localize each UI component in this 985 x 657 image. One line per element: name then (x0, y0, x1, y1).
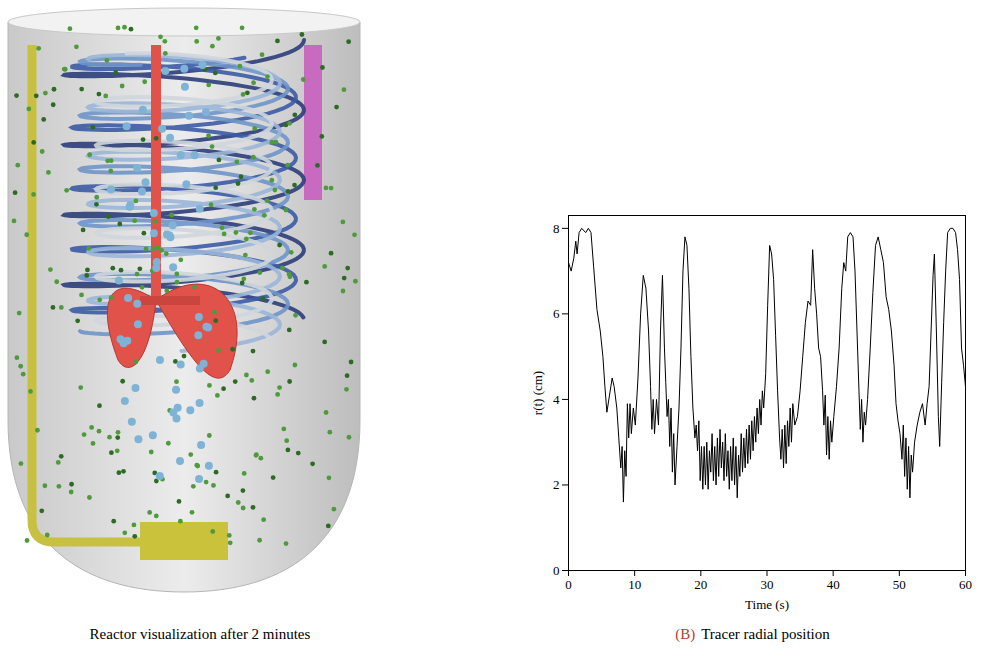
svg-text:60: 60 (959, 577, 972, 592)
svg-text:0: 0 (553, 563, 560, 578)
svg-text:r(t) (cm): r(t) (cm) (530, 371, 545, 415)
svg-text:8: 8 (553, 220, 560, 235)
svg-text:20: 20 (694, 577, 707, 592)
svg-text:2: 2 (553, 477, 560, 492)
svg-text:40: 40 (827, 577, 840, 592)
html-text:Reactor visualization after 2: Reactor visualization after 2 minutes (89, 626, 311, 642)
svg-text:4: 4 (553, 392, 560, 407)
svg-text:6: 6 (553, 306, 560, 321)
html-text:(B) Tracer radial position: (B) Tracer radial position (675, 626, 830, 642)
svg-text:50: 50 (893, 577, 906, 592)
svg-text:30: 30 (761, 577, 774, 592)
svg-text:10: 10 (628, 577, 641, 592)
svg-text:Time (s): Time (s) (745, 597, 789, 612)
svg-text:0: 0 (565, 577, 572, 592)
